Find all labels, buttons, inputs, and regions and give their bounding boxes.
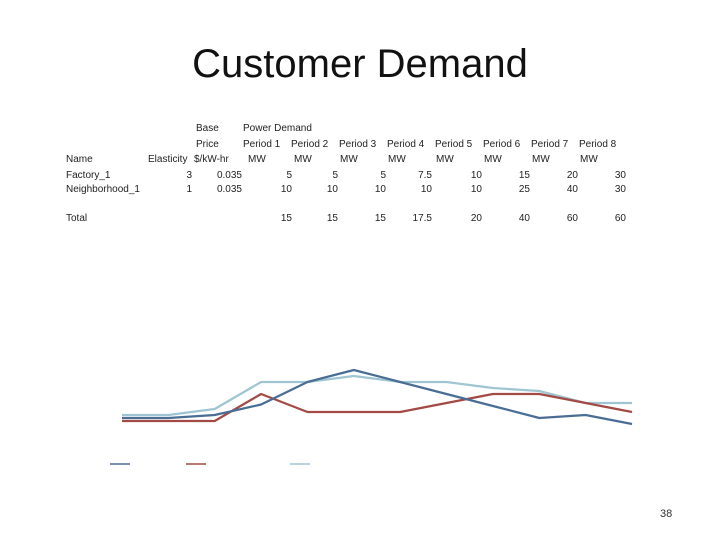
row-neighborhood-period-4: 10 [420, 184, 432, 195]
header-price-label: Price [196, 139, 219, 150]
row-factory-period-1: 5 [286, 170, 292, 181]
series-line-3 [122, 374, 632, 417]
header-period-4: Period 4 [387, 139, 425, 150]
row-factory-period-8: 30 [614, 170, 626, 181]
row-factory-price: 0.035 [216, 170, 242, 181]
header-period-7: Period 7 [531, 139, 569, 150]
row-neighborhood-period-7: 40 [566, 184, 578, 195]
header-unit-8: MW [580, 154, 598, 165]
row-factory-elasticity: 3 [186, 170, 192, 181]
header-unit-4: MW [388, 154, 406, 165]
header-power-demand: Power Demand [243, 123, 312, 134]
header-unit-6: MW [484, 154, 502, 165]
row-factory-period-2: 5 [332, 170, 338, 181]
header-price-unit: $/kW-hr [194, 154, 229, 165]
header-base-label: Base [196, 123, 219, 134]
row-factory-period-5: 10 [470, 170, 482, 181]
row-neighborhood-period-3: 10 [374, 184, 386, 195]
row-total-period-7: 60 [566, 213, 578, 224]
header-unit-5: MW [436, 154, 454, 165]
row-total-period-1: 15 [280, 213, 292, 224]
header-unit-3: MW [340, 154, 358, 165]
page-number: 38 [660, 508, 673, 520]
row-factory-period-6: 15 [518, 170, 530, 181]
row-neighborhood-period-8: 30 [614, 184, 626, 195]
row-neighborhood-period-1: 10 [280, 184, 292, 195]
row-total-period-3: 15 [374, 213, 386, 224]
header-unit-7: MW [532, 154, 550, 165]
row-total-period-2: 15 [326, 213, 338, 224]
header-unit-2: MW [294, 154, 312, 165]
row-total-label: Total [66, 213, 88, 224]
header-unit-1: MW [248, 154, 266, 165]
header-period-8: Period 8 [579, 139, 617, 150]
row-total-period-4: 17.5 [412, 213, 432, 224]
row-neighborhood-name: Neighborhood_1 [66, 184, 140, 195]
series-line-2 [122, 392, 633, 423]
row-neighborhood-period-2: 10 [326, 184, 338, 195]
row-total-period-5: 20 [470, 213, 482, 224]
slide-title: Customer Demand [192, 42, 528, 86]
row-neighborhood-elasticity: 1 [186, 184, 192, 195]
header-period-6: Period 6 [483, 139, 521, 150]
row-factory-name: Factory_1 [66, 170, 111, 181]
row-factory-period-3: 5 [380, 170, 386, 181]
row-neighborhood-period-5: 10 [470, 184, 482, 195]
header-elasticity: Elasticity [148, 154, 188, 165]
row-neighborhood-period-6: 25 [518, 184, 530, 195]
series-line-1 [122, 368, 633, 426]
header-period-2: Period 2 [291, 139, 329, 150]
row-total-period-6: 40 [518, 213, 530, 224]
row-factory-period-4: 7.5 [418, 170, 432, 181]
row-total-period-8: 60 [614, 213, 626, 224]
header-period-3: Period 3 [339, 139, 377, 150]
header-period-5: Period 5 [435, 139, 473, 150]
header-name: Name [66, 154, 93, 165]
row-factory-period-7: 20 [566, 170, 578, 181]
row-neighborhood-price: 0.035 [216, 184, 242, 195]
header-period-1: Period 1 [243, 139, 281, 150]
